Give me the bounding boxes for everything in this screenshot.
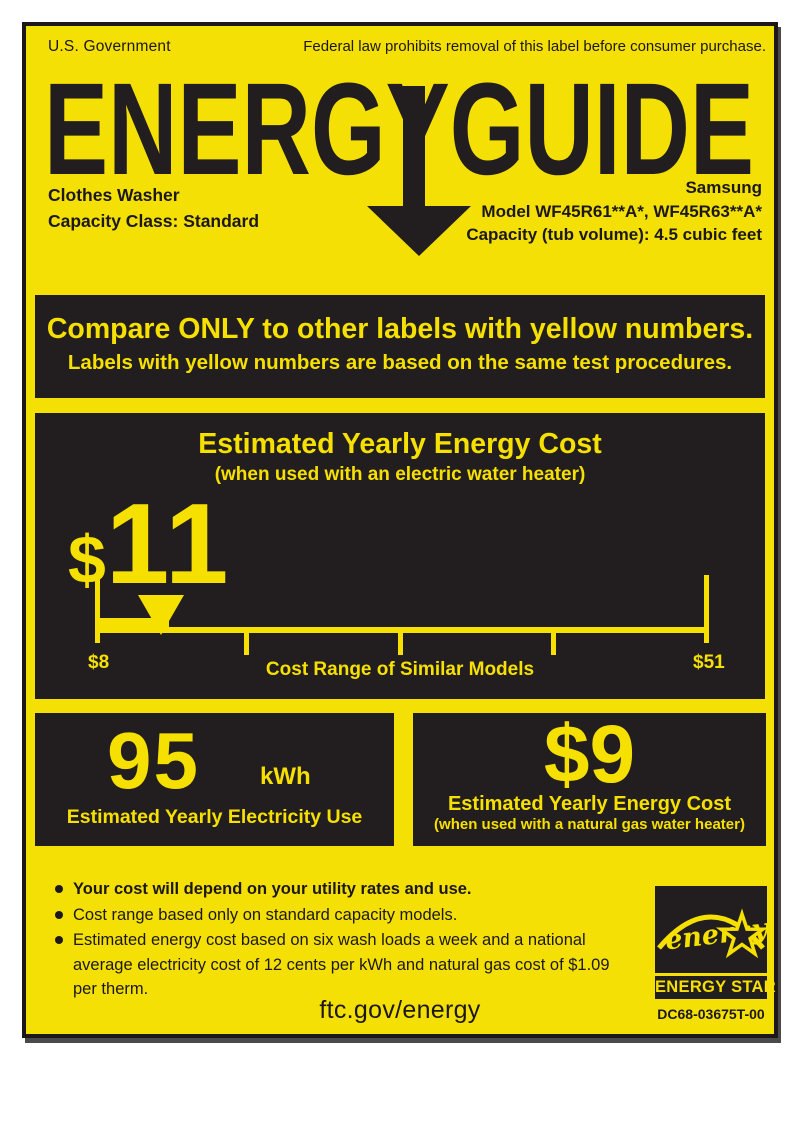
product-type: Clothes Washer: [48, 185, 180, 205]
manufacturer-capacity: Capacity (tub volume): 4.5 cubic feet: [466, 225, 762, 244]
footnote-row: Estimated energy cost based on six wash …: [55, 928, 630, 1002]
electricity-caption: Estimated Yearly Electricity Use: [66, 806, 363, 828]
logo-arrow-stem: [403, 86, 425, 208]
scale-threequarter-tick: [551, 627, 556, 655]
electricity-value: 95: [107, 716, 200, 805]
star-icon: [715, 908, 767, 959]
energy-guide-label: U.S. Government Federal law prohibits re…: [22, 22, 778, 1038]
part-number: DC68-03675T-00: [657, 1006, 765, 1022]
ftc-url: ftc.gov/energy: [319, 996, 481, 1024]
energy-star-mark-icon: energy: [655, 886, 767, 973]
energy-star-bar: ENERGY STAR: [655, 976, 776, 999]
scale-max-label: $51: [693, 652, 725, 673]
scale-min-label: $8: [88, 652, 110, 673]
scale-max-tick: [704, 575, 709, 643]
cost-marker-triangle-icon: [138, 595, 184, 635]
scale-mid-tick: [398, 627, 403, 655]
bullet-icon: [55, 885, 63, 893]
manufacturer-info: Samsung Model WF45R61**A*, WF45R63**A* C…: [466, 176, 762, 247]
energy-star-logo: energy ENERGY STAR DC68-03675T-00: [655, 886, 776, 1022]
product-capacity-class: Capacity Class: Standard: [48, 211, 260, 231]
footnote-text: Your cost will depend on your utility ra…: [73, 880, 472, 898]
federal-law-notice: Federal law prohibits removal of this la…: [303, 38, 766, 55]
scale-quarter-tick: [244, 627, 249, 655]
cost-dollar-sign: $: [68, 522, 106, 598]
product-info: Clothes Washer Capacity Class: Standard: [48, 182, 259, 234]
bullet-icon: [55, 910, 63, 919]
energyguide-logo-text: ENERGYGUIDE: [44, 78, 754, 178]
gas-cost-caption: Estimated Yearly Energy Cost: [447, 793, 732, 815]
scale-min-tick: [95, 575, 100, 643]
energyguide-logo: ENERGYGUIDE: [44, 78, 754, 178]
compare-line1: Compare ONLY to other labels with yellow…: [46, 313, 754, 345]
cost-digits: 11: [105, 481, 231, 608]
compare-banner: Compare ONLY to other labels with yellow…: [35, 295, 765, 398]
gas-cost-subcaption: (when used with a natural gas water heat…: [434, 816, 745, 833]
gas-cost-value: $9: [543, 709, 636, 800]
footnote-text: Cost range based only on standard capaci…: [73, 905, 458, 924]
yearly-energy-cost-box: Estimated Yearly Energy Cost (when used …: [35, 413, 765, 699]
footnotes: Your cost will depend on your utility ra…: [55, 877, 630, 1003]
gas-cost-box: $9 Estimated Yearly Energy Cost (when us…: [413, 713, 766, 846]
footnote-text: Estimated energy cost based on six wash …: [73, 931, 610, 998]
footnote-row: Your cost will depend on your utility ra…: [55, 877, 630, 902]
cost-box-title: Estimated Yearly Energy Cost: [198, 428, 602, 460]
electricity-unit: kWh: [260, 763, 311, 790]
compare-line2: Labels with yellow numbers are based on …: [67, 351, 733, 374]
electricity-use-box: 95 kWh Estimated Yearly Electricity Use: [35, 713, 394, 846]
bullet-icon: [55, 936, 63, 944]
manufacturer-model: Model WF45R61**A*, WF45R63**A*: [481, 201, 762, 221]
cost-box-subtitle: (when used with an electric water heater…: [214, 464, 586, 485]
us-government-text: U.S. Government: [48, 38, 171, 55]
footnote-row: Cost range based only on standard capaci…: [55, 903, 630, 928]
down-arrow-icon: [367, 206, 471, 256]
manufacturer-brand: Samsung: [685, 178, 762, 197]
estimated-cost-value: $ 11: [68, 481, 231, 608]
scale-range-label: Cost Range of Similar Models: [265, 659, 535, 680]
